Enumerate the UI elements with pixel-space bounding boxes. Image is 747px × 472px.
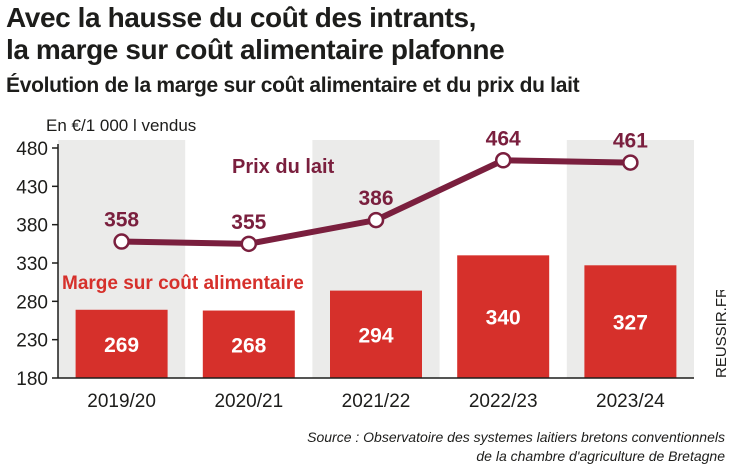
line-point-2020-21	[240, 235, 258, 253]
line-value-label: 461	[613, 130, 648, 153]
bar-2019-20	[75, 309, 168, 378]
bar-value-label: 340	[486, 307, 521, 330]
y-axis-tick-label: 230	[16, 331, 48, 352]
x-axis-category-label: 2020/21	[214, 391, 283, 412]
y-axis-tick-label: 180	[16, 369, 48, 390]
y-axis-tick-label: 330	[16, 254, 48, 275]
line-point-2023-24	[622, 154, 639, 171]
y-axis-tick-label: 430	[16, 177, 48, 198]
bar-value-label: 269	[104, 334, 139, 357]
series-label-marge: Marge sur coût alimentaire	[62, 273, 304, 294]
x-axis-category-label: 2021/22	[342, 391, 411, 412]
line-value-label: 464	[486, 127, 521, 150]
bar-2020-21	[202, 310, 295, 378]
line-value-label: 358	[104, 209, 139, 232]
line-point-2019-20	[113, 233, 130, 250]
chart-title-line-2: la marge sur coût alimentaire plafonne	[6, 34, 505, 65]
x-axis-category-label: 2019/20	[87, 391, 156, 412]
line-value-label: 355	[231, 211, 266, 234]
source-note-line-1: Source : Observatoire des systemes laiti…	[307, 429, 725, 445]
y-axis-tick-label: 380	[16, 216, 48, 237]
bar-2023-24	[584, 265, 677, 378]
x-axis-category-label: 2023/24	[596, 391, 665, 412]
bar-value-label: 294	[358, 324, 393, 347]
chart-title-line-1: Avec la hausse du coût des intrants,	[6, 2, 477, 33]
line-point-2022-23	[494, 152, 512, 169]
x-axis-category-label: 2022/23	[469, 391, 538, 412]
bar-value-label: 327	[613, 312, 648, 335]
line-value-label: 386	[358, 187, 393, 210]
source-watermark: REUSSIR.FR	[713, 290, 730, 378]
line-point-2021-22	[367, 211, 385, 229]
y-axis-tick-label: 280	[16, 292, 48, 313]
source-note-line-2: de la chambre d'agriculture de Bretagne	[476, 448, 725, 464]
bar-2021-22	[330, 290, 422, 378]
y-axis-tick-label: 480	[16, 139, 48, 160]
series-label-prix-du-lait: Prix du lait	[232, 156, 335, 178]
watermark-text: REUSSIR.FR	[713, 290, 730, 378]
bar-value-label: 268	[231, 334, 266, 357]
bar-2022-23	[457, 255, 550, 378]
y-axis-unit-label: En €/1 000 l vendus	[46, 116, 197, 135]
chart-subtitle: Évolution de la marge sur coût alimentai…	[6, 74, 580, 97]
